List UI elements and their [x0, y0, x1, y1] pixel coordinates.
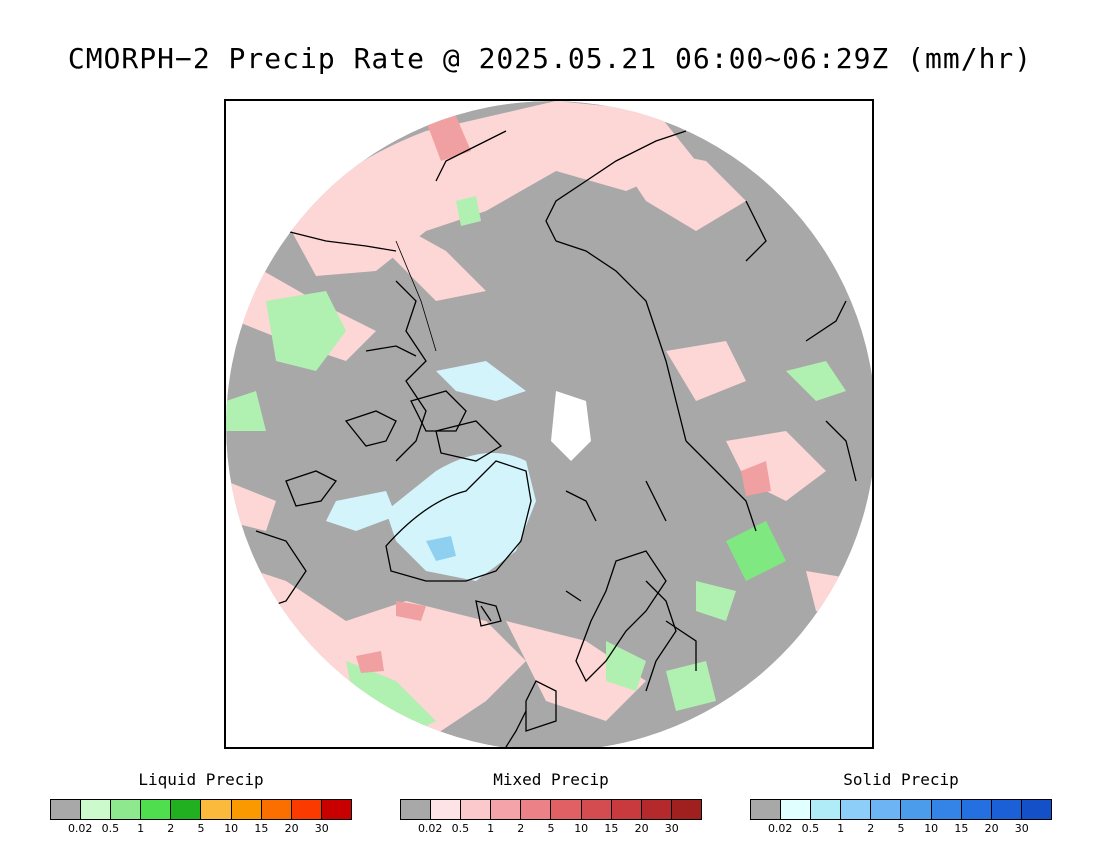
legend-tick: 1	[137, 822, 145, 835]
legend-tick: 5	[897, 822, 905, 835]
legend-tick: 2	[517, 822, 525, 835]
legend-swatch	[321, 800, 351, 819]
legend-swatch	[1021, 800, 1051, 819]
legend-tick: 10	[924, 822, 939, 835]
boundary-line	[395, 240, 437, 352]
legend-tick: 30	[1014, 822, 1029, 835]
legend-tick-labels: 0.02 0.5 1 2 5 10 15 20 30	[400, 820, 702, 835]
legend-tick: 20	[634, 822, 649, 835]
legend-swatch	[201, 800, 232, 819]
legend-tick: 5	[197, 822, 205, 835]
legend-title: Liquid Precip	[138, 770, 264, 789]
legend-tick-labels: 0.02 0.5 1 2 5 10 15 20 30	[750, 820, 1052, 835]
legend-swatch	[431, 800, 462, 819]
legend-swatch	[931, 800, 962, 819]
legend-swatch	[961, 800, 992, 819]
legend-tick: 2	[167, 822, 175, 835]
legend-swatch	[551, 800, 582, 819]
legend-tick: 10	[224, 822, 239, 835]
precip-map-canvas	[226, 101, 872, 747]
legend-swatch	[111, 800, 142, 819]
legend-swatch	[641, 800, 672, 819]
legend-color-bar	[750, 799, 1052, 820]
page-title: CMORPH−2 Precip Rate @ 2025.05.21 06:00~…	[67, 42, 1033, 75]
legend-swatch	[841, 800, 872, 819]
legend-swatch	[291, 800, 322, 819]
legend-title: Mixed Precip	[493, 770, 609, 789]
mixed-precip-heavier-spots	[356, 116, 771, 673]
legend-color-bar	[50, 799, 352, 820]
legend-tick: 0.5	[451, 822, 470, 835]
polar-map[interactable]	[224, 99, 874, 749]
legend-tick: 0.02	[767, 822, 793, 835]
legend-tick: 5	[547, 822, 555, 835]
legend-swatch	[81, 800, 112, 819]
legend-tick: 15	[254, 822, 269, 835]
legend-tick: 15	[954, 822, 969, 835]
legend-title: Solid Precip	[843, 770, 959, 789]
legend-tick: 10	[574, 822, 589, 835]
mixed-precip-light-areas	[226, 101, 866, 741]
legend-mixed-precip: Mixed Precip 0.02 0.5 1 2 5 10 15 20 30	[400, 770, 702, 835]
legend-tick: 1	[487, 822, 495, 835]
legend-swatch	[901, 800, 932, 819]
legend-swatch	[751, 800, 782, 819]
legend-swatch	[461, 800, 492, 819]
legend-tick: 0.02	[67, 822, 93, 835]
legend-swatch	[141, 800, 172, 819]
legend-swatch	[671, 800, 701, 819]
legend-tick: 2	[867, 822, 875, 835]
liquid-precip-areas	[226, 196, 846, 741]
legend-swatch	[491, 800, 522, 819]
legend-liquid-precip: Liquid Precip 0.02 0.5 1 2 5 10 15 20 30	[50, 770, 352, 835]
legend-tick: 1	[837, 822, 845, 835]
legend-swatch	[401, 800, 432, 819]
legend-tick-labels: 0.02 0.5 1 2 5 10 15 20 30	[50, 820, 352, 835]
legend-tick: 0.5	[801, 822, 820, 835]
legend-swatch	[51, 800, 82, 819]
legend-swatch	[171, 800, 202, 819]
legend-swatch	[231, 800, 262, 819]
legend-tick: 30	[314, 822, 329, 835]
legend-swatch	[991, 800, 1022, 819]
legend-swatch	[581, 800, 612, 819]
map-disc	[226, 101, 872, 747]
legend-tick: 20	[984, 822, 999, 835]
solid-precip-areas	[326, 361, 536, 581]
legend-swatch	[871, 800, 902, 819]
legend-tick: 20	[284, 822, 299, 835]
legend-solid-precip: Solid Precip 0.02 0.5 1 2 5 10 15 20 30	[750, 770, 1052, 835]
legend-swatch	[811, 800, 842, 819]
legend-tick: 0.5	[101, 822, 120, 835]
legend-color-bar	[400, 799, 702, 820]
legend-swatch	[781, 800, 812, 819]
legend-swatch	[261, 800, 292, 819]
legend-swatch	[611, 800, 642, 819]
polar-data-gap	[551, 391, 591, 461]
legend-tick: 15	[604, 822, 619, 835]
legend-tick: 30	[664, 822, 679, 835]
legend-swatch	[521, 800, 552, 819]
legend-tick: 0.02	[417, 822, 443, 835]
